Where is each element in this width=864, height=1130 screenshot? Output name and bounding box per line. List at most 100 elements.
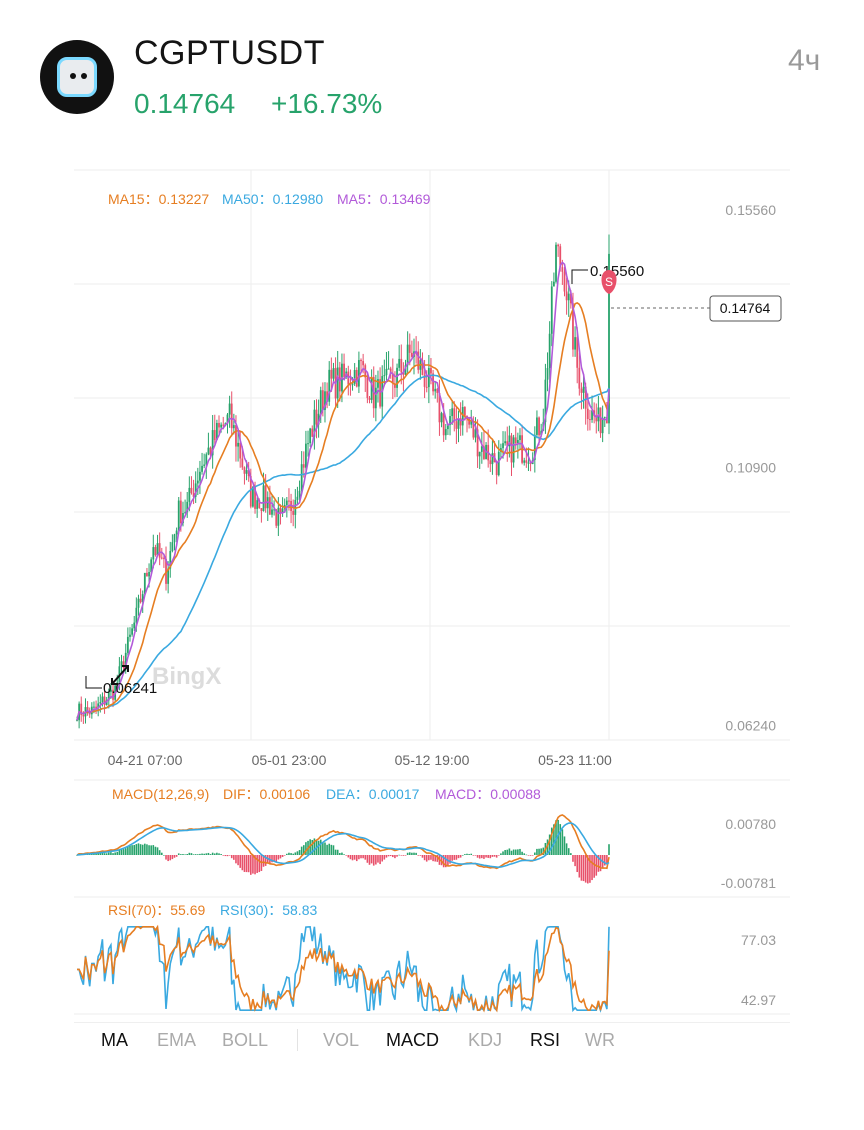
candle-body (510, 435, 513, 463)
candle-body (608, 253, 610, 424)
macd-histogram-bar (572, 855, 574, 862)
macd-histogram-bar (538, 848, 540, 855)
tab-boll[interactable]: BOLL (222, 1030, 269, 1050)
macd-histogram-bar (250, 855, 252, 875)
candle-body (599, 407, 602, 434)
macd-histogram-bar (326, 844, 328, 855)
macd-histogram-bar (124, 848, 127, 855)
macd-histogram-bar (239, 855, 242, 868)
candle-body (576, 337, 579, 368)
macd-histogram-bar (199, 853, 201, 855)
macd-histogram-bar (154, 846, 157, 855)
candle (302, 451, 305, 478)
candle (519, 428, 521, 449)
candle-body (273, 509, 276, 511)
tab-ema[interactable]: EMA (157, 1030, 197, 1050)
macd-histogram-bar (254, 855, 256, 875)
candle-body (377, 379, 379, 388)
candle-body (285, 500, 288, 505)
candle-body (391, 373, 394, 384)
candle-body (451, 408, 454, 417)
low-annotation: 0.06241 (85, 665, 157, 697)
macd-histogram-bar (177, 853, 180, 855)
candle-body (97, 703, 100, 709)
tab-rsi[interactable]: RSI (530, 1030, 561, 1050)
candle (326, 382, 329, 409)
candle-body (404, 365, 407, 375)
macd-histogram-bar (222, 855, 225, 856)
macd-histogram-bar (589, 855, 591, 883)
tab-wr[interactable]: WR (585, 1030, 615, 1050)
macd-histogram-bar (105, 853, 108, 855)
macd-histogram-bar (523, 853, 526, 855)
candle (495, 460, 498, 485)
candle-body (154, 547, 157, 556)
macd-histogram-bar (392, 855, 394, 858)
candle-body (569, 293, 572, 304)
macd-histogram-bar (389, 855, 392, 857)
candle-body (99, 702, 102, 704)
interval-selector[interactable]: 4ч (788, 44, 821, 77)
macd-histogram-bar (415, 852, 417, 855)
candle-body (139, 598, 142, 603)
candle-body (336, 367, 339, 399)
candle-body (591, 410, 593, 420)
candle (184, 499, 186, 514)
macd-histogram-bar (120, 848, 123, 855)
macd-histogram-bar (455, 855, 458, 860)
macd-histogram-bar (512, 849, 515, 855)
tab-kdj[interactable]: KDJ (468, 1030, 503, 1050)
candle-body (582, 386, 585, 393)
candle-body (586, 408, 589, 420)
watermark: BingX (152, 663, 221, 690)
candle-body (232, 425, 235, 429)
candle (430, 358, 432, 385)
candle (228, 395, 231, 428)
macd-histogram-bar (205, 853, 208, 855)
macd-histogram-bar (476, 855, 479, 858)
macd-histogram-bar (211, 852, 214, 855)
tab-vol[interactable]: VOL (323, 1030, 360, 1050)
macd-histogram-bar (319, 839, 322, 855)
macd-histogram-bar (593, 855, 595, 878)
macd-histogram-bar (203, 853, 205, 855)
candle-body (383, 375, 386, 377)
candle-body (95, 706, 97, 709)
candle (544, 363, 547, 434)
macd-histogram-bar (156, 847, 159, 855)
candle (171, 534, 174, 553)
candle (436, 388, 439, 403)
sell-marker[interactable]: S (601, 270, 617, 294)
candle-body (243, 467, 246, 474)
candle-body (249, 476, 252, 507)
candle-body (489, 460, 492, 465)
macd-histogram-bar (237, 855, 239, 866)
candle (516, 432, 519, 459)
candle-body (86, 707, 89, 711)
tab-macd[interactable]: MACD (386, 1030, 439, 1050)
candle-body (292, 510, 295, 515)
macd-histogram-bar (158, 850, 161, 855)
candle (194, 471, 197, 503)
macd-histogram-bar (131, 845, 133, 855)
tab-ma[interactable]: MA (101, 1030, 128, 1050)
candle-body (565, 291, 568, 301)
macd-histogram-bar (330, 844, 333, 855)
macd-histogram-bar (118, 850, 121, 855)
macd-histogram-bar (245, 855, 248, 873)
legend-dea: DEA：0.00017 (326, 786, 420, 802)
macd-histogram-bar (457, 855, 460, 859)
macd-histogram-bar (517, 849, 519, 855)
candle-body (468, 418, 471, 425)
candle-body (502, 443, 504, 449)
macd-histogram-bar (165, 855, 167, 860)
macd-histogram-bar (599, 855, 602, 872)
macd-histogram-bar (137, 843, 140, 855)
candle-body (410, 352, 413, 357)
candle (449, 408, 451, 436)
macd-histogram-bar (233, 855, 235, 860)
macd-histogram-bar (271, 855, 273, 863)
macd-histogram-bar (491, 855, 494, 857)
legend-dif: DIF：0.00106 (223, 786, 310, 802)
